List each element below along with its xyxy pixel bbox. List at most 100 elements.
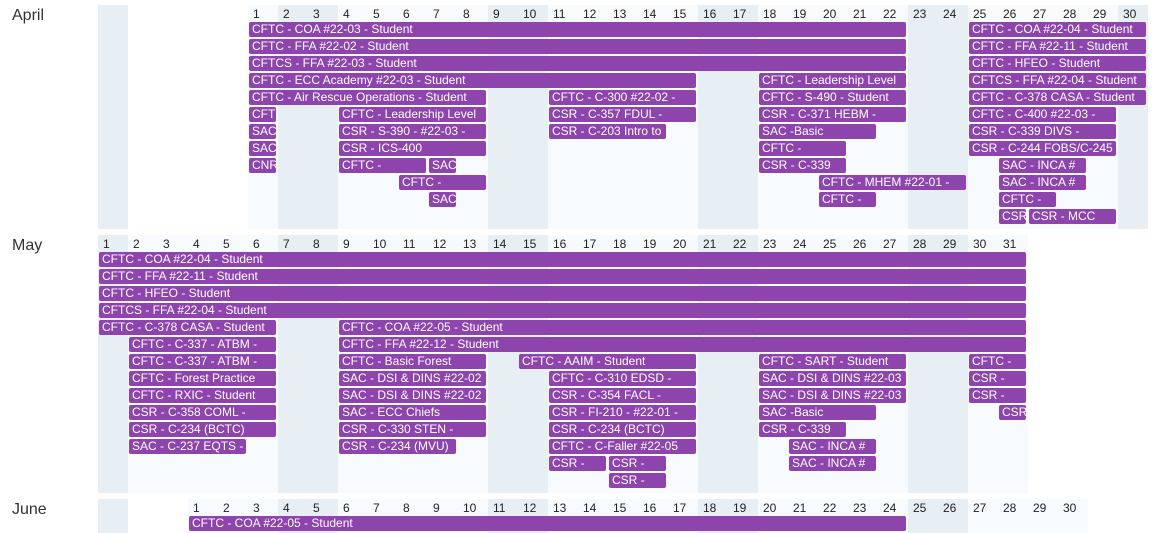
event-bar: CSR - C-339 DIVS - (969, 124, 1116, 139)
day-number: 20 (763, 501, 777, 515)
event-bar: CSR - C-234 (MVU) (339, 439, 456, 454)
day-number: 27 (1033, 7, 1047, 21)
day-number: 17 (673, 501, 687, 515)
day-number: 12 (583, 7, 597, 21)
day-number: 14 (643, 7, 657, 21)
event-bar: SAC -Basic (759, 124, 876, 139)
event-bar: CSR (999, 405, 1026, 420)
event-bar: SAC - INCA # (789, 439, 876, 454)
day-number: 8 (313, 237, 320, 251)
event-bar: CFTC - Leadership Level (339, 107, 486, 122)
day-number: 24 (943, 7, 957, 21)
event-bar: SAC - DSI & DINS #22-03 (759, 371, 906, 386)
event-bar: CSR - (609, 456, 666, 471)
day-number: 24 (793, 237, 807, 251)
day-number: 6 (253, 237, 260, 251)
event-bar: SAC - INCA # (999, 158, 1086, 173)
day-number: 19 (793, 7, 807, 21)
day-number: 15 (613, 501, 627, 515)
event-bar: CFTC (249, 107, 276, 122)
day-number: 26 (853, 237, 867, 251)
day-number: 28 (913, 237, 927, 251)
event-bar: CFTC - FFA #22-11 - Student (969, 39, 1146, 54)
day-number: 2 (133, 237, 140, 251)
day-number: 12 (433, 237, 447, 251)
day-number: 18 (703, 501, 717, 515)
day-number: 10 (373, 237, 387, 251)
day-number: 11 (403, 237, 416, 251)
day-number: 13 (553, 501, 567, 515)
day-number: 20 (823, 7, 837, 21)
event-bar: SAC - INCA # (999, 175, 1086, 190)
day-number: 21 (853, 7, 867, 21)
day-number: 7 (283, 237, 290, 251)
event-bar: CFTC - C-378 CASA - Student (99, 320, 276, 335)
event-bar: CSR - C-339 (759, 158, 846, 173)
day-number: 5 (223, 237, 230, 251)
event-bar: CSR - C-339 (759, 422, 846, 437)
event-bar: SAC - DSI & DINS #22-02 (339, 388, 486, 403)
day-column (968, 499, 998, 533)
day-number: 22 (733, 237, 747, 251)
event-bar: CSR - (969, 371, 1026, 386)
event-bar: CSR - C-357 FDUL - (549, 107, 696, 122)
event-bar: CSR - MCC (1029, 209, 1116, 224)
day-number: 3 (313, 7, 320, 21)
day-number: 15 (673, 7, 687, 21)
event-bar: CFTC - C-337 - ATBM - (129, 337, 276, 352)
event-bar: CFTC - COA #22-05 - Student (339, 320, 1026, 335)
event-bar: SAC (249, 124, 276, 139)
day-number: 21 (793, 501, 807, 515)
event-bar: SAC (429, 158, 456, 173)
day-number: 4 (283, 501, 290, 515)
event-bar: CFTC - Forest Practice (129, 371, 276, 386)
day-number: 23 (763, 237, 777, 251)
event-bar: CFTC - C-300 #22-02 - (549, 90, 696, 105)
day-number: 6 (403, 7, 410, 21)
day-column (98, 499, 128, 533)
day-number: 6 (343, 501, 350, 515)
event-bar: CFTCS - FFA #22-04 - Student (969, 73, 1146, 88)
event-bar: CFTC - ECC Academy #22-03 - Student (249, 73, 696, 88)
event-bar: CSR - (609, 473, 666, 488)
day-number: 22 (883, 7, 897, 21)
day-number: 25 (913, 501, 927, 515)
day-number: 30 (973, 237, 987, 251)
event-bar: CSR - (549, 456, 606, 471)
event-bar: CSR - ICS-400 (339, 141, 486, 156)
event-bar: CFTC - Air Rescue Operations - Student (249, 90, 486, 105)
event-bar: CFTC - (969, 354, 1026, 369)
day-number: 8 (403, 501, 410, 515)
day-column (938, 5, 968, 229)
day-column (938, 499, 968, 533)
day-number: 9 (433, 501, 440, 515)
day-number: 11 (493, 501, 506, 515)
event-bar: CFTC - RXIC - Student (129, 388, 276, 403)
event-bar: CSR - C-234 (BCTC) (129, 422, 276, 437)
day-number: 7 (373, 501, 380, 515)
event-bar: CFTC - HFEO - Student (969, 56, 1146, 71)
day-number: 7 (433, 7, 440, 21)
event-bar: CFTC - MHEM #22-01 - (819, 175, 966, 190)
day-number: 11 (553, 7, 566, 21)
event-bar: CFTC - Basic Forest (339, 354, 486, 369)
event-bar: CFTC - HFEO - Student (99, 286, 1026, 301)
event-bar: CFTC - (339, 158, 426, 173)
month-name: May (12, 237, 43, 254)
event-bar: CNR (249, 158, 276, 173)
day-column (1028, 499, 1058, 533)
day-number: 19 (643, 237, 657, 251)
day-number: 28 (1003, 501, 1017, 515)
day-number: 20 (673, 237, 687, 251)
day-number: 19 (733, 501, 747, 515)
event-bar: SAC - ECC Chiefs (339, 405, 486, 420)
event-bar: SAC - C-237 EQTS - (129, 439, 246, 454)
event-bar: CFTC - COA #22-05 - Student (189, 516, 906, 531)
day-number: 4 (193, 237, 200, 251)
event-bar: CFTC - C-Faller #22-05 (549, 439, 696, 454)
day-number: 28 (1063, 7, 1077, 21)
event-bar: CFTC - (999, 192, 1056, 207)
event-bar: CFTC - COA #22-04 - Student (969, 22, 1146, 37)
event-bar: CSR - C-234 (BCTC) (549, 422, 696, 437)
